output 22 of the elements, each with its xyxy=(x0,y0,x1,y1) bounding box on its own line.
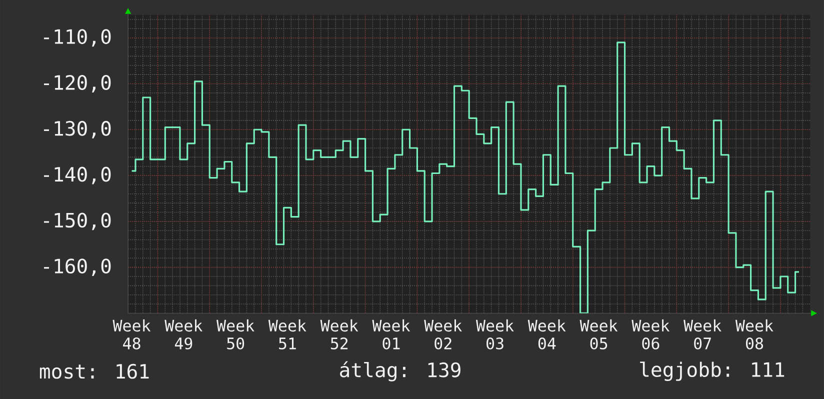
text: legjobb: 111 xyxy=(640,362,784,381)
x-tick-label: Week 48 xyxy=(112,319,151,350)
x-tick-label: Week 04 xyxy=(528,319,566,350)
x-tick-label: Week 50 xyxy=(216,319,254,350)
x-tick-label: Week 05 xyxy=(580,319,618,350)
y-tick-label: -150,0 xyxy=(44,212,111,230)
text: átlag: 139 xyxy=(340,361,460,382)
y-tick-label: -140,0 xyxy=(44,166,111,184)
y-tick-label: -160,0 xyxy=(44,258,111,276)
x-tick-label: Week 49 xyxy=(164,319,202,350)
x-tick-label: Week 06 xyxy=(632,319,670,350)
y-tick-label: -130,0 xyxy=(44,120,111,138)
y-tick-label: -120,0 xyxy=(44,74,111,92)
x-tick-label: Week 07 xyxy=(684,319,722,350)
x-tick-label: Week 02 xyxy=(424,319,462,350)
x-tick-label: Week 52 xyxy=(320,319,358,350)
x-tick-label: Week 08 xyxy=(735,319,774,350)
x-tick-label: Week 03 xyxy=(476,319,514,350)
text: most: 161 xyxy=(40,364,149,379)
x-tick-label: Week 01 xyxy=(372,319,410,350)
x-tick-label: Week 51 xyxy=(268,319,306,350)
y-tick-label: -110,0 xyxy=(44,29,111,47)
